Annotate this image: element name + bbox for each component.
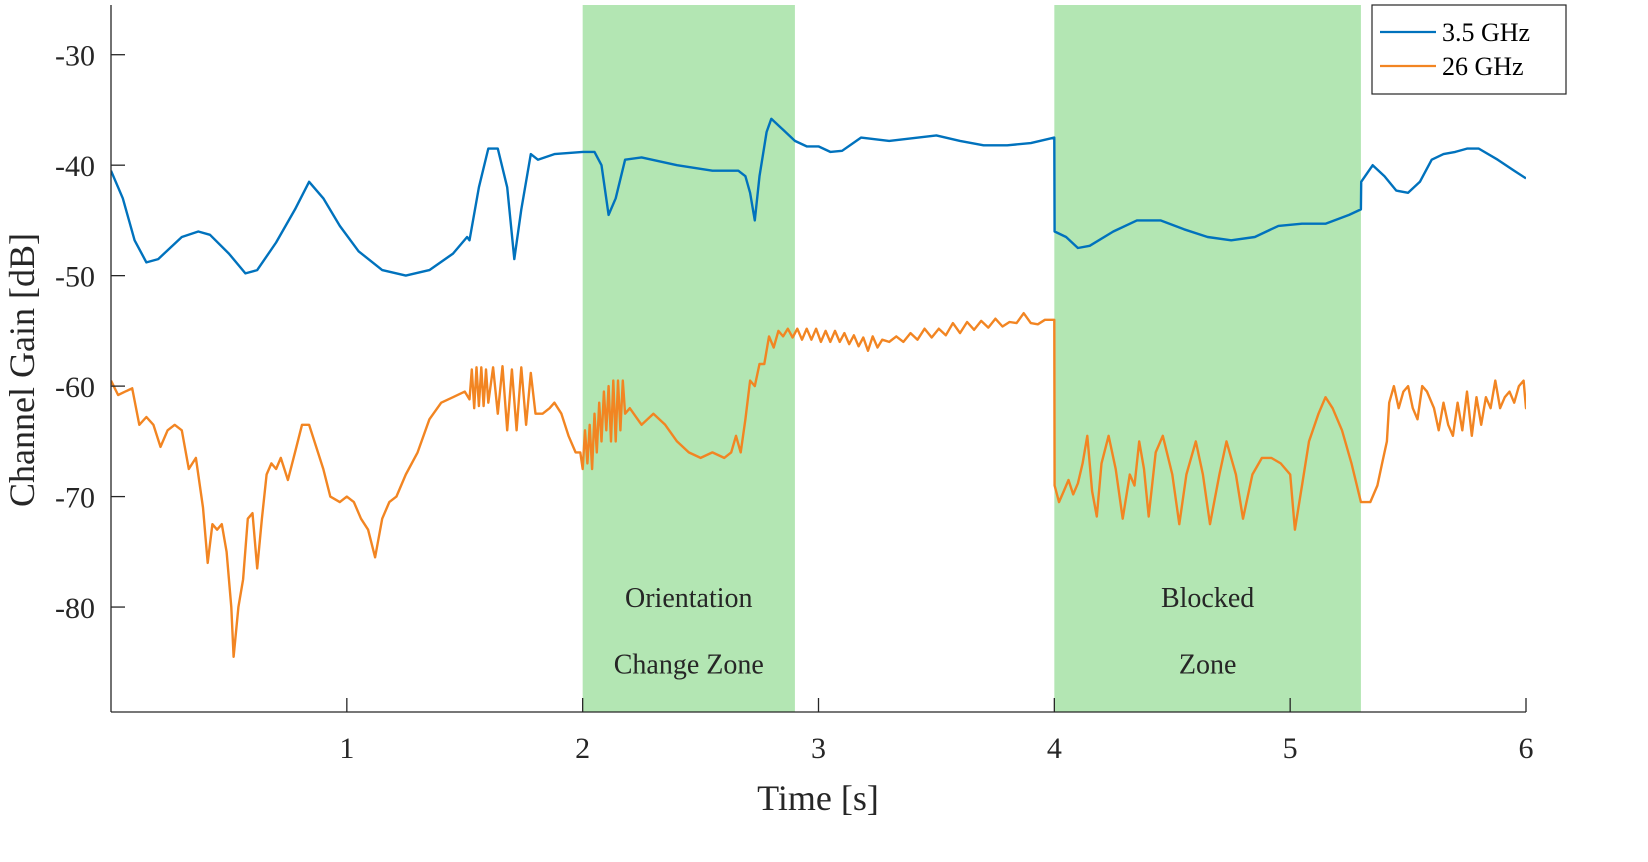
legend-label-3-5-ghz: 3.5 GHz: [1442, 18, 1530, 47]
series-line-3-5-ghz: [111, 117, 1526, 277]
y-tick-label: -50: [55, 261, 95, 294]
x-tick-label: 2: [575, 732, 590, 765]
zone-labels-layer: Orientation Change Zone Blocked Zone: [614, 583, 1255, 680]
legend: 3.5 GHz 26 GHz: [1371, 4, 1567, 95]
blocked-zone-label-line-1: Blocked: [1161, 583, 1254, 614]
legend-label-26-ghz: 26 GHz: [1442, 52, 1524, 81]
y-tick-label: -80: [55, 592, 95, 625]
orientation-change-zone-label-line-1: Orientation: [625, 583, 753, 614]
blocked-zone: [1054, 5, 1361, 712]
x-tick-label: 4: [1047, 732, 1062, 765]
y-tick-label: -40: [55, 150, 95, 183]
x-tick-label: 3: [811, 732, 826, 765]
y-tick-label: -30: [55, 40, 95, 73]
y-tick-label: -60: [55, 371, 95, 404]
y-tick-label: -70: [55, 482, 95, 515]
orientation-change-zone-label-line-2: Change Zone: [614, 649, 764, 680]
x-tick-label: 6: [1519, 732, 1534, 765]
orientation-change-zone: [582, 5, 795, 712]
legend-box: [1371, 4, 1567, 95]
x-tick-label: 1: [339, 732, 354, 765]
y-axis-label: Channel Gain [dB]: [2, 233, 42, 507]
series-line-26-ghz: [111, 312, 1526, 658]
x-tick-label: 5: [1283, 732, 1298, 765]
blocked-zone-label-line-2: Zone: [1179, 649, 1237, 680]
x-axis-label: Time [s]: [757, 778, 879, 818]
series-layer: [111, 117, 1526, 658]
axes-layer: 1 2 3 4 5 6 -80 -70 -60 -50 -40 -30: [55, 5, 1534, 765]
zones-layer: [582, 5, 1361, 712]
